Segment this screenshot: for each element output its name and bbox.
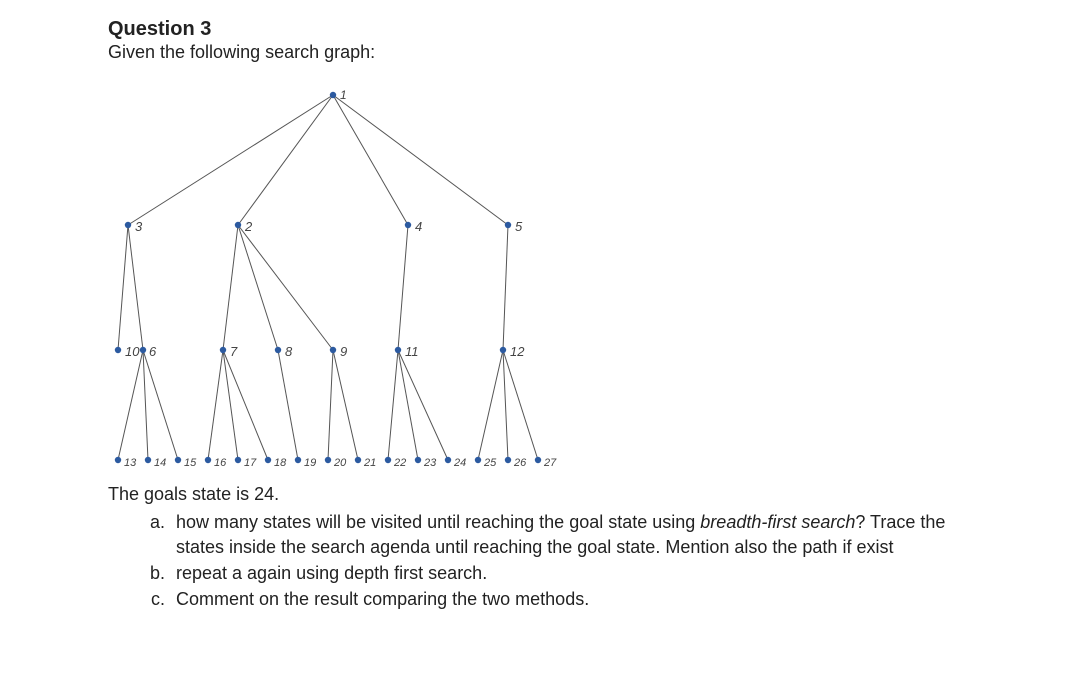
graph-node	[295, 457, 301, 463]
graph-node-label: 4	[415, 219, 422, 234]
graph-node	[115, 347, 121, 353]
graph-node-label: 5	[515, 219, 523, 234]
graph-node	[385, 457, 391, 463]
graph-node-label: 9	[340, 344, 347, 359]
subq-a-pre: how many states will be visited until re…	[176, 512, 700, 532]
question-title: Question 3	[108, 18, 211, 41]
subq-a-term: breadth-first search	[700, 512, 855, 532]
graph-node-label: 3	[135, 219, 143, 234]
graph-node	[330, 347, 336, 353]
graph-edge	[223, 350, 238, 460]
graph-node	[535, 457, 541, 463]
page-root: Question 3 Given the following search gr…	[0, 0, 1080, 699]
graph-node	[500, 347, 506, 353]
graph-node	[415, 457, 421, 463]
graph-edge	[328, 350, 333, 460]
graph-edge	[143, 350, 178, 460]
graph-edge	[238, 225, 278, 350]
subquestion-list: how many states will be visited until re…	[108, 510, 978, 611]
graph-edge	[503, 350, 508, 460]
graph-node-label: 19	[304, 457, 316, 469]
graph-node	[115, 457, 121, 463]
graph-node-label: 23	[423, 457, 437, 469]
graph-node-label: 21	[363, 457, 376, 469]
graph-node-label: 8	[285, 344, 293, 359]
graph-edge	[118, 225, 128, 350]
graph-edge	[278, 350, 298, 460]
graph-node	[265, 457, 271, 463]
subquestion-a: how many states will be visited until re…	[170, 510, 978, 559]
graph-edge	[143, 350, 148, 460]
graph-node-label: 11	[405, 344, 419, 359]
graph-node-label: 12	[510, 344, 525, 359]
graph-node	[505, 457, 511, 463]
graph-node	[145, 457, 151, 463]
graph-node-label: 27	[543, 457, 557, 469]
graph-node	[220, 347, 226, 353]
graph-node-label: 14	[154, 457, 166, 469]
graph-edge	[118, 350, 143, 460]
graph-node-label: 17	[244, 457, 257, 469]
graph-node	[235, 457, 241, 463]
graph-node	[505, 222, 511, 228]
graph-edge	[478, 350, 503, 460]
graph-node	[235, 222, 241, 228]
subquestion-c: Comment on the result comparing the two …	[170, 587, 978, 611]
graph-node-label: 24	[453, 457, 466, 469]
graph-node	[140, 347, 146, 353]
search-graph: 1324510678911121314151617181920212223242…	[108, 75, 628, 475]
graph-node-label: 25	[483, 457, 497, 469]
graph-edge	[503, 225, 508, 350]
graph-node	[445, 457, 451, 463]
graph-edge	[398, 350, 418, 460]
graph-edge	[333, 95, 408, 225]
graph-node-label: 22	[393, 457, 406, 469]
graph-node	[205, 457, 211, 463]
graph-node-label: 7	[230, 344, 238, 359]
graph-edge	[388, 350, 398, 460]
graph-edge	[208, 350, 223, 460]
graph-node-label: 10	[125, 344, 140, 359]
question-subtitle: Given the following search graph:	[108, 42, 375, 63]
graph-edge	[223, 350, 268, 460]
graph-node	[175, 457, 181, 463]
search-graph-svg: 1324510678911121314151617181920212223242…	[108, 75, 628, 475]
graph-node-label: 16	[214, 457, 227, 469]
graph-node-label: 20	[333, 457, 347, 469]
graph-node	[355, 457, 361, 463]
graph-node	[275, 347, 281, 353]
question-body: The goals state is 24. how many states w…	[108, 482, 978, 613]
subquestion-b: repeat a again using depth first search.	[170, 561, 978, 585]
graph-node-label: 1	[340, 88, 347, 102]
graph-node	[405, 222, 411, 228]
graph-edge	[503, 350, 538, 460]
graph-node	[330, 92, 336, 98]
graph-node-label: 26	[513, 457, 527, 469]
graph-node	[475, 457, 481, 463]
graph-edge	[398, 225, 408, 350]
graph-node-label: 13	[124, 457, 137, 469]
goal-state-line: The goals state is 24.	[108, 482, 978, 506]
graph-edge	[128, 95, 333, 225]
graph-node	[395, 347, 401, 353]
graph-node-label: 15	[184, 457, 197, 469]
graph-node-label: 18	[274, 457, 287, 469]
graph-edge	[128, 225, 143, 350]
graph-node-label: 2	[244, 219, 253, 234]
graph-edge	[238, 225, 333, 350]
graph-edge	[223, 225, 238, 350]
graph-node-label: 6	[149, 344, 157, 359]
graph-node	[125, 222, 131, 228]
graph-edge	[238, 95, 333, 225]
graph-edge	[333, 350, 358, 460]
graph-edge	[398, 350, 448, 460]
graph-edge	[333, 95, 508, 225]
graph-node	[325, 457, 331, 463]
